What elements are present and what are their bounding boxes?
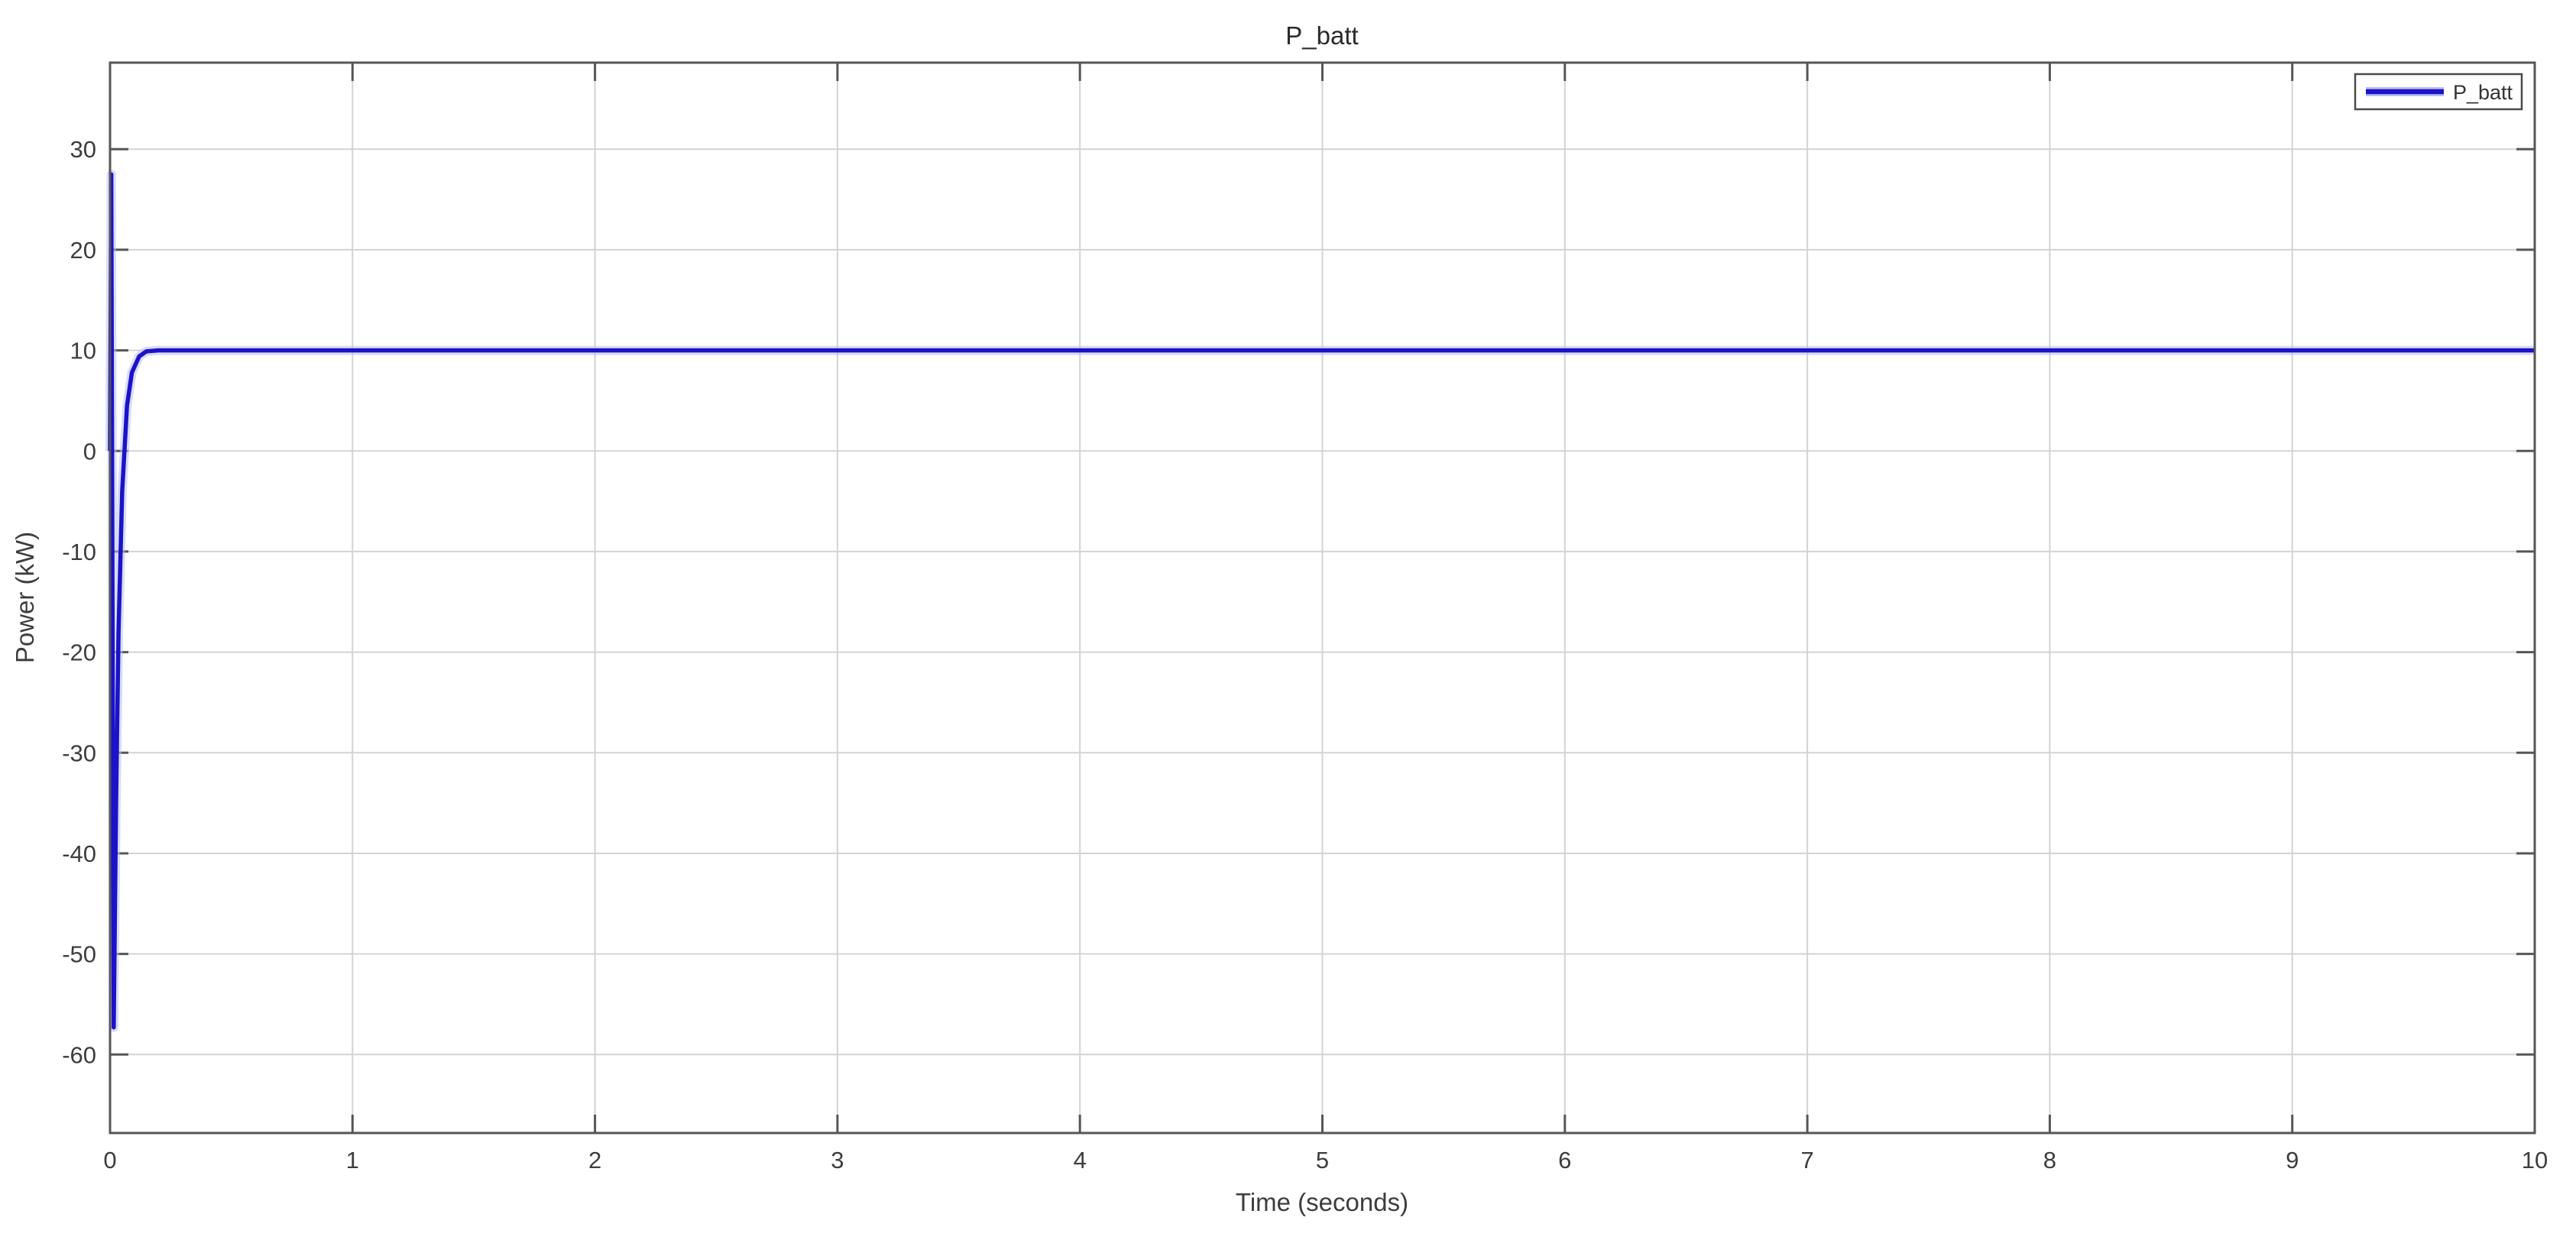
x-tick-label: 3 xyxy=(831,1147,844,1173)
x-tick-label: 9 xyxy=(2286,1147,2299,1173)
x-tick-label: 10 xyxy=(2522,1147,2548,1173)
series-line xyxy=(108,172,2535,1030)
y-tick-label: 20 xyxy=(70,237,96,264)
axes-border xyxy=(109,61,2536,1135)
chart-title: P_batt xyxy=(1285,21,1358,50)
x-tick-label: 4 xyxy=(1074,1147,1087,1173)
y-axis-tick-labels: -60 -50 -40 -30 -20 -10 0 10 20 30 xyxy=(62,136,96,1068)
x-tick-label: 2 xyxy=(588,1147,601,1173)
x-axis-tick-labels: 0 1 2 3 4 5 6 7 8 9 10 xyxy=(103,1147,2548,1173)
y-tick-label: -20 xyxy=(62,639,96,666)
grid xyxy=(110,63,2535,1133)
x-tick-label: 5 xyxy=(1316,1147,1329,1173)
x-tick-label: 1 xyxy=(346,1147,359,1173)
legend[interactable]: P_batt xyxy=(2354,73,2523,111)
x-axis-label: Time (seconds) xyxy=(1236,1188,1408,1216)
y-axis-label: Power (kW) xyxy=(11,532,39,663)
y-tick-label: -30 xyxy=(62,740,96,766)
x-tick-label: 7 xyxy=(1800,1147,1813,1173)
y-tick-label: 30 xyxy=(70,136,96,163)
legend-entry-label: P_batt xyxy=(2453,81,2513,104)
y-tick-label: -60 xyxy=(62,1041,96,1068)
x-tick-label: 8 xyxy=(2043,1147,2056,1173)
x-tick-label: 0 xyxy=(103,1147,116,1173)
series-p-batt xyxy=(105,170,2535,1032)
y-tick-label: 0 xyxy=(83,438,96,465)
y-tick-label: -10 xyxy=(62,539,96,565)
y-tick-label: -50 xyxy=(62,941,96,968)
y-tick-label: -40 xyxy=(62,840,96,867)
y-tick-label: 10 xyxy=(70,338,96,364)
x-tick-label: 6 xyxy=(1558,1147,1571,1173)
